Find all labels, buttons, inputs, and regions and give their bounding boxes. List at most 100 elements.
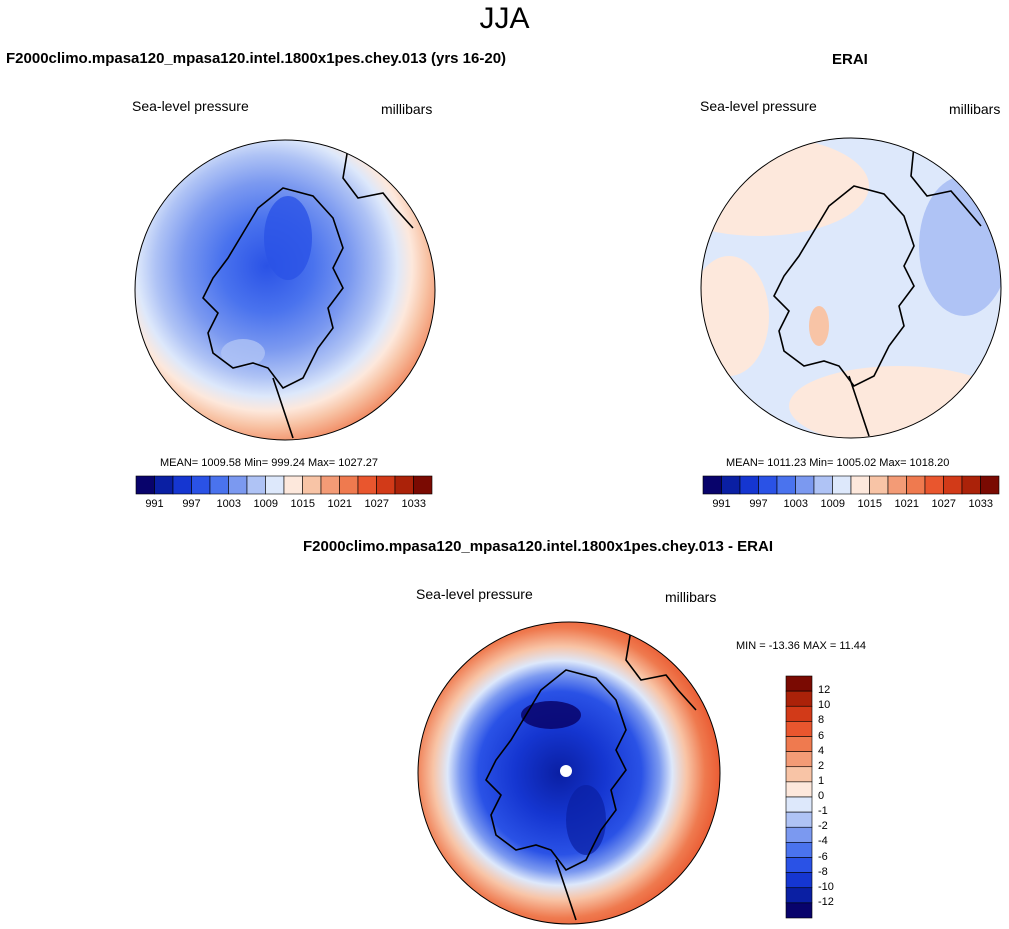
model-units-label: millibars — [381, 101, 433, 117]
obs-variable-label: Sea-level pressure — [700, 98, 817, 114]
colorbar-swatch — [758, 475, 778, 495]
model-colorbar — [135, 475, 433, 495]
colorbar-swatch — [832, 475, 852, 495]
model-panel-title: F2000climo.mpasa120_mpasa120.intel.1800x… — [6, 50, 507, 67]
diff-slp-map — [417, 621, 721, 925]
colorbar-swatch — [246, 475, 266, 495]
colorbar-swatch — [172, 475, 192, 495]
colorbar-swatch — [394, 475, 414, 495]
colorbar-swatch — [906, 475, 926, 495]
colorbar-tick-label: 4 — [818, 744, 825, 757]
colorbar-tick-label: -12 — [818, 895, 834, 908]
colorbar-tick-label: 997 — [182, 498, 201, 510]
colorbar-swatch — [961, 475, 981, 495]
colorbar-swatch — [813, 475, 833, 495]
colorbar-swatch — [721, 475, 741, 495]
colorbar-tick-label: 10 — [818, 699, 831, 712]
colorbar-swatch — [785, 766, 813, 783]
colorbar-swatch — [739, 475, 759, 495]
model-slp-map — [134, 139, 436, 441]
colorbar-swatch — [357, 475, 377, 495]
colorbar-tick-label: -4 — [818, 835, 828, 848]
diff-panel-title: F2000climo.mpasa120_mpasa120.intel.1800x… — [303, 538, 774, 555]
obs-colorbar — [702, 475, 1000, 495]
colorbar-swatch — [154, 475, 174, 495]
colorbar-tick-label: 0 — [818, 790, 825, 802]
colorbar-swatch — [320, 475, 340, 495]
colorbar-swatch — [869, 475, 889, 495]
colorbar-swatch — [850, 475, 870, 495]
colorbar-swatch — [776, 475, 796, 495]
colorbar-tick-label: -1 — [818, 805, 828, 818]
diff-stats-text: MIN = -13.36 MAX = 11.44 — [736, 640, 867, 652]
model-variable-label: Sea-level pressure — [132, 98, 249, 114]
obs-slp-map — [700, 137, 1002, 439]
colorbar-swatch — [980, 475, 1000, 495]
colorbar-swatch — [302, 475, 322, 495]
colorbar-swatch — [785, 826, 813, 843]
colorbar-swatch — [795, 475, 815, 495]
colorbar-swatch — [785, 690, 813, 707]
colorbar-tick-label: 1003 — [783, 498, 808, 510]
colorbar-swatch — [413, 475, 433, 495]
colorbar-tick-label: 1027 — [364, 498, 389, 510]
obs-colorbar-ticks: 991 997 1003 1009 1015 1021 1027 1033 — [703, 498, 999, 512]
colorbar-tick-label: 1033 — [968, 498, 993, 510]
colorbar-tick-label: 6 — [818, 729, 825, 742]
colorbar-swatch — [785, 857, 813, 873]
colorbar-swatch — [339, 475, 359, 495]
colorbar-swatch — [785, 872, 813, 889]
colorbar-swatch — [209, 475, 229, 495]
colorbar-swatch — [785, 751, 813, 768]
colorbar-swatch — [785, 811, 813, 828]
colorbar-tick-label: 1027 — [931, 498, 956, 510]
colorbar-tick-label: 991 — [712, 498, 731, 510]
obs-panel-title: ERAI — [832, 51, 868, 68]
colorbar-tick-label: 8 — [818, 714, 825, 727]
colorbar-tick-label: 1 — [818, 774, 825, 787]
colorbar-swatch — [924, 475, 944, 495]
colorbar-swatch — [785, 675, 813, 692]
colorbar-tick-label: -6 — [818, 850, 828, 863]
obs-units-label: millibars — [949, 101, 1001, 117]
colorbar-tick-label: 1015 — [857, 498, 882, 510]
colorbar-swatch — [135, 475, 155, 495]
colorbar-swatch — [887, 475, 907, 495]
colorbar-swatch — [785, 796, 813, 813]
model-stats-text: MEAN= 1009.58 Min= 999.24 Max= 1027.27 — [160, 457, 379, 469]
colorbar-swatch — [702, 475, 722, 495]
diff-colorbar — [785, 675, 813, 919]
colorbar-tick-label: 1009 — [253, 498, 278, 510]
colorbar-tick-label: -8 — [818, 865, 828, 878]
colorbar-swatch — [265, 475, 285, 495]
colorbar-tick-label: 1021 — [327, 498, 352, 510]
colorbar-swatch — [785, 781, 813, 798]
colorbar-tick-label: 1033 — [401, 498, 426, 510]
obs-stats-text: MEAN= 1011.23 Min= 1005.02 Max= 1018.20 — [726, 457, 950, 469]
colorbar-swatch — [785, 887, 813, 904]
colorbar-swatch — [376, 475, 396, 495]
colorbar-tick-label: 1015 — [290, 498, 315, 510]
diff-colorbar-ticks: 12 10 8 6 4 2 1 0 -1 -2 -4 -6 -8 -10 -12 — [818, 676, 858, 918]
colorbar-swatch — [785, 736, 813, 752]
colorbar-swatch — [943, 475, 963, 495]
figure-title: JJA — [479, 2, 530, 35]
colorbar-tick-label: 12 — [818, 684, 831, 697]
diff-units-label: millibars — [665, 589, 717, 605]
colorbar-swatch — [785, 842, 813, 858]
colorbar-tick-label: 1021 — [894, 498, 919, 510]
colorbar-swatch — [785, 902, 813, 919]
colorbar-tick-label: 2 — [818, 759, 825, 772]
model-colorbar-ticks: 991 997 1003 1009 1015 1021 1027 1033 — [136, 498, 432, 512]
colorbar-tick-label: 997 — [749, 498, 768, 510]
colorbar-swatch — [785, 705, 813, 722]
colorbar-tick-label: 991 — [145, 498, 164, 510]
diff-variable-label: Sea-level pressure — [416, 586, 533, 602]
colorbar-swatch — [283, 475, 303, 495]
colorbar-swatch — [228, 475, 248, 495]
colorbar-tick-label: -2 — [818, 820, 828, 833]
colorbar-tick-label: 1003 — [216, 498, 241, 510]
colorbar-tick-label: -10 — [818, 880, 834, 893]
colorbar-tick-label: 1009 — [820, 498, 845, 510]
colorbar-swatch — [191, 475, 211, 495]
